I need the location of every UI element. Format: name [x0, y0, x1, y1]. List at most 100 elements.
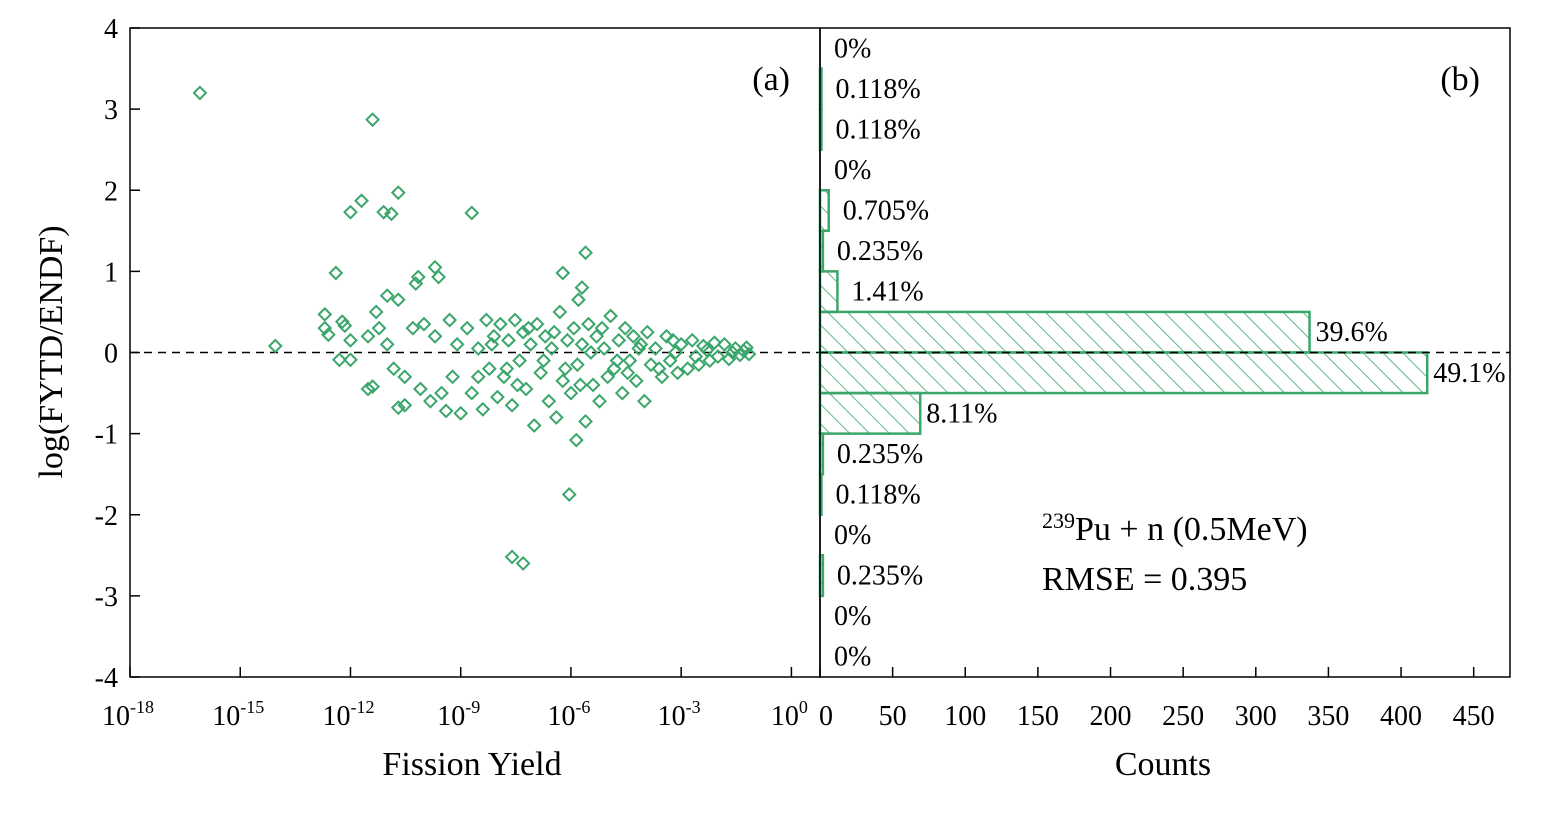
- data-point: [662, 353, 678, 369]
- data-point: [383, 206, 399, 222]
- data-point: [651, 361, 667, 377]
- bar-label: 8.11%: [926, 398, 997, 429]
- x-tick-label: 10-15: [212, 697, 264, 732]
- x-tick-label: 100: [771, 697, 808, 732]
- data-point: [405, 320, 421, 336]
- bar-label: 0%: [834, 642, 871, 673]
- data-point: [445, 369, 460, 385]
- data-point: [684, 332, 700, 348]
- tick-base: 10: [212, 701, 240, 732]
- data-point: [603, 308, 619, 324]
- bar-label: 0%: [834, 601, 871, 632]
- data-point: [572, 377, 588, 393]
- annotation-text: Pu + n (0.5MeV): [1075, 511, 1308, 548]
- data-point: [559, 332, 575, 348]
- data-point: [741, 346, 757, 362]
- data-point: [515, 556, 531, 571]
- data-point: [526, 418, 542, 433]
- bar: [818, 189, 830, 233]
- data-point: [523, 336, 539, 352]
- data-point: [449, 336, 465, 352]
- data-point: [470, 341, 486, 356]
- x-tick-label: 10-6: [547, 697, 590, 732]
- y-tick-label: 0: [104, 339, 118, 370]
- data-point: [390, 292, 406, 308]
- data-point: [484, 336, 500, 352]
- tick-exponent: -3: [686, 697, 701, 717]
- data-point: [659, 328, 674, 344]
- data-point: [541, 393, 557, 409]
- data-point: [412, 381, 428, 397]
- data-point: [379, 336, 395, 352]
- data-point: [464, 385, 480, 401]
- data-point: [643, 357, 659, 373]
- y-tick-label: -1: [95, 420, 118, 451]
- data-point: [569, 357, 585, 373]
- bar: [818, 270, 839, 314]
- data-point: [459, 320, 475, 336]
- data-point: [499, 361, 515, 377]
- data-point: [379, 288, 395, 304]
- data-point: [557, 361, 573, 377]
- tick-exponent: -15: [240, 697, 264, 717]
- bar: [818, 391, 922, 435]
- data-point: [343, 204, 358, 220]
- data-point: [529, 316, 545, 332]
- data-point: [555, 373, 571, 389]
- data-point: [192, 85, 208, 101]
- data-point: [317, 306, 333, 322]
- bar-label: 0.235%: [837, 439, 923, 470]
- data-point: [504, 549, 520, 565]
- data-point: [504, 397, 520, 413]
- data-point: [434, 385, 449, 401]
- data-point: [360, 328, 376, 344]
- y-tick-label: -2: [95, 501, 118, 532]
- data-point: [410, 269, 426, 285]
- x-tick-label: 50: [879, 701, 907, 732]
- data-point: [453, 405, 469, 421]
- data-point: [337, 318, 353, 334]
- data-point: [633, 336, 649, 352]
- annotation-sup: 239: [1042, 508, 1075, 533]
- panel-label: (b): [1440, 61, 1480, 98]
- data-point: [486, 328, 502, 344]
- y-tick-label: -4: [95, 663, 118, 694]
- x-tick-label: 100: [944, 701, 986, 732]
- annotation: RMSE = 0.395: [1042, 561, 1247, 598]
- y-tick-label: 3: [104, 95, 118, 126]
- data-point: [390, 400, 406, 416]
- data-point: [478, 312, 494, 328]
- data-point: [360, 381, 376, 397]
- data-point: [438, 403, 454, 419]
- bar-label: 0%: [834, 33, 871, 64]
- x-tick-label: 10-18: [102, 697, 154, 732]
- data-point: [566, 320, 582, 336]
- data-point: [546, 324, 562, 340]
- tick-base: 10: [102, 701, 130, 732]
- tick-base: 10: [322, 701, 350, 732]
- data-point: [673, 336, 689, 352]
- data-point: [427, 328, 443, 344]
- data-point: [594, 320, 610, 336]
- data-point: [368, 304, 384, 320]
- data-point: [501, 332, 516, 348]
- x-tick-label: 350: [1307, 701, 1349, 732]
- data-point: [371, 320, 387, 336]
- tick-exponent: -12: [350, 697, 374, 717]
- data-point: [481, 361, 497, 377]
- data-point: [600, 369, 616, 385]
- data-point: [592, 393, 607, 409]
- data-point: [386, 361, 402, 377]
- data-point: [552, 304, 568, 320]
- x-tick-label: 400: [1380, 701, 1422, 732]
- data-point: [397, 397, 413, 413]
- bar-label: 0%: [834, 520, 871, 551]
- tick-exponent: -6: [575, 697, 590, 717]
- data-point: [431, 269, 446, 285]
- data-point: [416, 316, 432, 332]
- data-point: [334, 314, 350, 330]
- panel-label: (a): [752, 61, 790, 98]
- data-point: [490, 389, 505, 405]
- data-point: [423, 393, 438, 409]
